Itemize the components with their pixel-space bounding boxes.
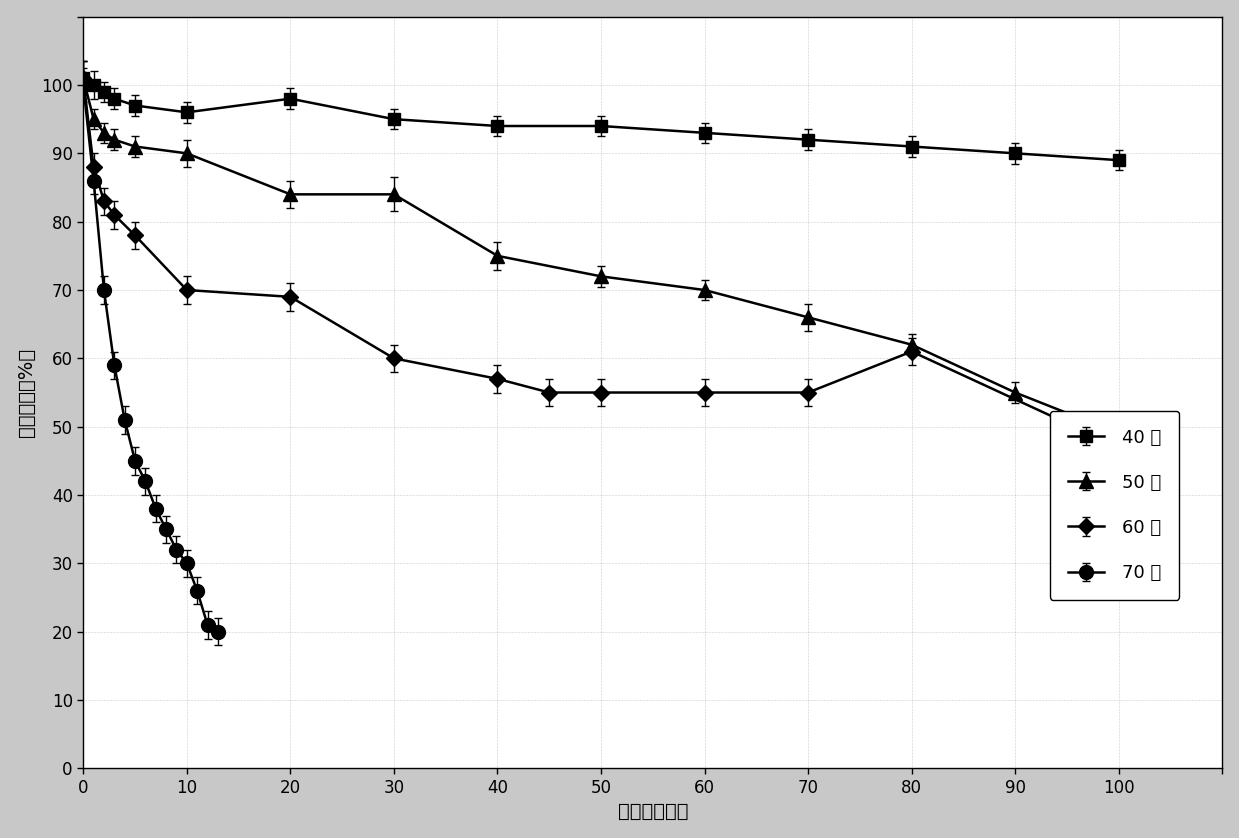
Legend: 40 度, 50 度, 60 度, 70 度: 40 度, 50 度, 60 度, 70 度: [1049, 411, 1180, 600]
X-axis label: 时间（小时）: 时间（小时）: [617, 802, 688, 821]
Y-axis label: 相对活性（%）: 相对活性（%）: [16, 348, 36, 437]
